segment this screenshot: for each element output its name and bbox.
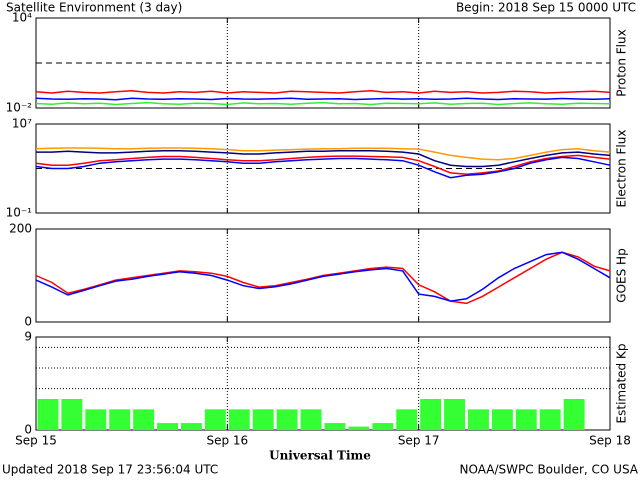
y-tick-label: 200 [9, 222, 32, 236]
y-axis-label: Electron Flux [615, 130, 629, 208]
y-tick-label: 0 [24, 315, 32, 329]
y-axis-label: GOES Hp [615, 248, 629, 302]
data-line [35, 251, 611, 305]
data-line [35, 90, 611, 94]
data-line [35, 154, 611, 176]
credit-label: NOAA/SWPC Boulder, CO USA [460, 463, 639, 477]
chart-title: Satellite Environment (3 day) [6, 1, 182, 15]
kp-bar [204, 409, 226, 430]
kp-bar [444, 399, 465, 430]
begin-label: Begin: 2018 Sep 15 0000 UTC [456, 1, 636, 15]
data-line [35, 97, 611, 101]
y-tick-label: 10⁴ [12, 11, 32, 25]
kp-bar [252, 409, 274, 430]
y-tick-label: 0 [24, 423, 32, 437]
kp-bar [300, 409, 322, 430]
kp-bar [396, 409, 418, 430]
kp-bar [133, 409, 155, 430]
kp-bar [491, 409, 513, 430]
kp-bar [515, 409, 537, 430]
updated-label: Updated 2018 Sep 17 23:56:04 UTC [2, 463, 218, 477]
kp-bar [324, 423, 346, 430]
plot-area [35, 17, 611, 109]
y-tick-label: 10⁻² [6, 101, 33, 115]
kp-bar [85, 409, 107, 430]
data-line [35, 251, 611, 302]
kp-bar [37, 399, 59, 430]
data-line [36, 149, 611, 168]
kp-bar [539, 409, 561, 430]
kp-bar [468, 409, 489, 430]
kp-bar [372, 423, 394, 430]
kp-bar [157, 423, 178, 430]
kp-bar [181, 423, 202, 430]
plot-area [35, 123, 611, 214]
x-tick-label: Sep 15 [15, 434, 57, 448]
kp-bar [228, 409, 250, 430]
kp-bar [348, 426, 370, 430]
x-tick-label: Sep 18 [589, 434, 631, 448]
y-tick-label: 9 [24, 330, 32, 344]
plot-area [35, 336, 611, 431]
kp-bar [563, 399, 585, 430]
y-axis-label: Proton Flux [615, 29, 629, 96]
x-tick-label: Sep 16 [206, 434, 248, 448]
kp-bar [109, 409, 131, 430]
y-tick-label: 10⁷ [12, 117, 32, 131]
kp-bar [276, 409, 298, 430]
data-line [35, 156, 611, 179]
data-line [35, 147, 611, 161]
kp-bar [61, 399, 83, 430]
kp-bar [420, 399, 442, 430]
y-tick-label: 10⁻¹ [6, 206, 33, 220]
data-line [35, 101, 611, 106]
x-tick-label: Sep 17 [398, 434, 440, 448]
x-axis-label: Universal Time [269, 449, 371, 463]
y-axis-label: Estimated Kp [615, 344, 629, 424]
